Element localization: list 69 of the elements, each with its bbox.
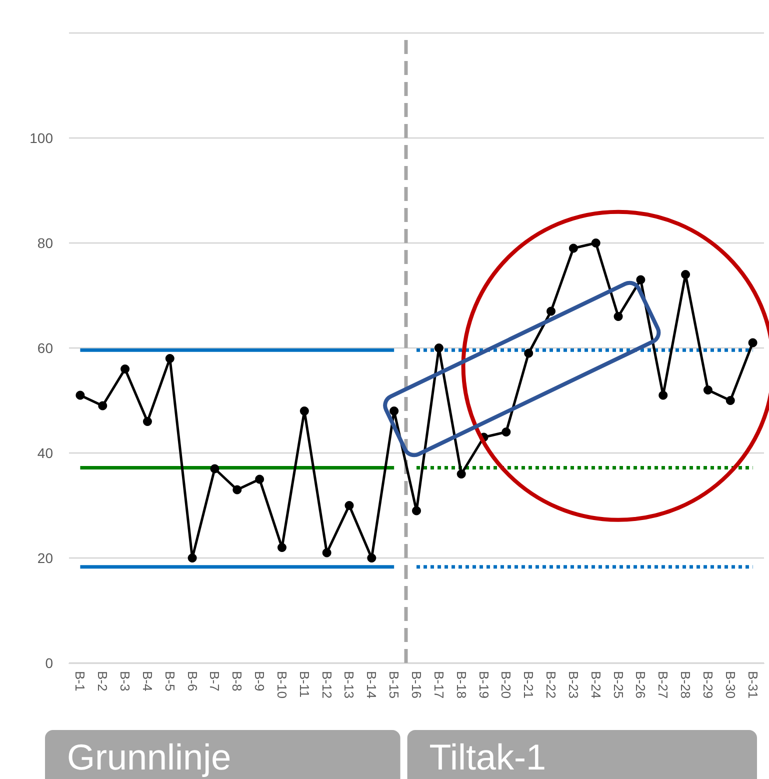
point <box>232 485 242 494</box>
point <box>502 428 511 436</box>
text: Grunnlinje <box>67 736 232 778</box>
x-tick-label: B-7 <box>207 671 222 692</box>
x-tick-label: B-15 <box>386 671 402 698</box>
point <box>681 270 690 279</box>
x-tick-label: B-16 <box>409 671 424 698</box>
point <box>98 401 108 410</box>
point <box>748 338 758 348</box>
y-tick-label: 80 <box>37 235 54 251</box>
point <box>300 406 309 416</box>
x-tick-label: B-3 <box>118 671 133 692</box>
point <box>524 348 534 358</box>
x-tick-label: B-23 <box>566 671 581 698</box>
x-tick-label: B-24 <box>588 671 604 698</box>
x-tick-label: B-26 <box>633 671 648 698</box>
x-tick-label: B-31 <box>745 671 760 698</box>
point <box>614 312 623 321</box>
x-tick-label: B-14 <box>364 671 380 698</box>
point <box>188 554 197 562</box>
point <box>142 417 152 426</box>
point <box>255 474 264 484</box>
x-tick-label: B-27 <box>656 671 671 698</box>
point <box>76 390 85 400</box>
point <box>726 396 735 405</box>
point <box>434 344 444 352</box>
y-tick-label: 40 <box>37 445 54 461</box>
point <box>591 238 600 248</box>
point <box>210 464 220 474</box>
point <box>344 501 354 510</box>
y-tick-label: 0 <box>45 655 54 671</box>
x-tick-label: B-17 <box>431 671 446 698</box>
point <box>390 406 399 416</box>
x-tick-label: B-9 <box>252 671 268 692</box>
x-tick-label: B-5 <box>162 671 178 692</box>
point <box>367 554 376 562</box>
x-tick-label: B-4 <box>140 671 155 692</box>
point <box>703 386 712 394</box>
point <box>456 470 466 478</box>
point <box>636 275 646 284</box>
x-tick-label: B-29 <box>700 671 716 698</box>
point <box>658 390 668 400</box>
point <box>546 306 556 316</box>
x-tick-label: B-30 <box>722 671 738 698</box>
x-tick-label: B-13 <box>342 671 357 698</box>
point <box>412 506 421 516</box>
y-tick-label: 60 <box>37 340 54 356</box>
point <box>322 548 332 558</box>
x-tick-label: B-18 <box>454 671 469 698</box>
point <box>568 244 578 253</box>
x-tick-label: B-19 <box>476 671 492 698</box>
x-tick-label: B-1 <box>72 671 88 692</box>
x-tick-label: B-11 <box>296 671 312 698</box>
x-tick-label: B-10 <box>274 671 290 698</box>
point <box>277 543 286 552</box>
x-tick-label: B-6 <box>184 671 200 692</box>
x-tick-label: B-22 <box>544 671 559 698</box>
x-tick-label: B-25 <box>610 671 626 698</box>
x-tick-label: B-20 <box>498 671 514 698</box>
x-tick-label: B-12 <box>319 671 334 698</box>
text: Tiltak-1 <box>429 736 546 778</box>
x-tick-label: B-8 <box>230 671 245 692</box>
x-tick-label: B-21 <box>521 671 536 698</box>
x-tick-label: B-2 <box>95 671 110 692</box>
x-tick-label: B-28 <box>678 671 694 698</box>
point <box>165 354 174 363</box>
y-tick-label: 20 <box>37 550 54 566</box>
point <box>120 364 130 374</box>
y-tick-label: 100 <box>30 130 54 146</box>
